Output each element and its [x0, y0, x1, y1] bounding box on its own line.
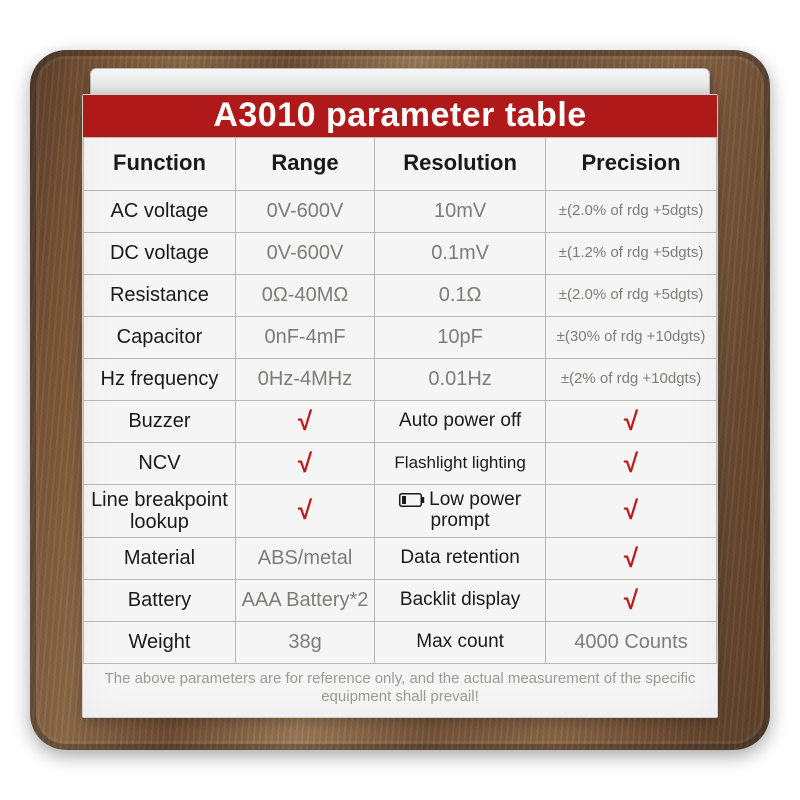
cell-feature-left-value: √	[235, 400, 374, 442]
cell-feature-left: Line breakpoint lookup	[84, 484, 236, 537]
cell-feature-right-value: 4000 Counts	[546, 621, 717, 663]
check-icon: √	[624, 495, 638, 525]
cell-precision: ±(2% of rdg +10dgts)	[546, 358, 717, 400]
cell-precision: ±(2.0% of rdg +5dgts)	[546, 274, 717, 316]
cell-feature-left-value: AAA Battery*2	[235, 579, 374, 621]
cell-feature-left-value: ABS/metal	[235, 537, 374, 579]
cell-range: 0V-600V	[235, 190, 374, 232]
cell-range: 0V-600V	[235, 232, 374, 274]
feature-row: MaterialABS/metal Data retention √	[84, 537, 717, 579]
col-resolution: Resolution	[375, 137, 546, 190]
cell-feature-left-value: √	[235, 484, 374, 537]
cell-resolution: 0.01Hz	[375, 358, 546, 400]
feature-row: BatteryAAA Battery*2 Backlit display √	[84, 579, 717, 621]
cell-feature-right-value: √	[546, 400, 717, 442]
spec-row: Hz frequency0Hz-4MHz0.01Hz±(2% of rdg +1…	[84, 358, 717, 400]
spec-row: Resistance0Ω-40MΩ0.1Ω±(2.0% of rdg +5dgt…	[84, 274, 717, 316]
check-icon: √	[624, 448, 638, 478]
check-icon: √	[298, 448, 312, 478]
cell-precision: ±(1.2% of rdg +5dgts)	[546, 232, 717, 274]
cell-feature-right: Flashlight lighting	[375, 442, 546, 484]
spec-row: AC voltage0V-600V10mV±(2.0% of rdg +5dgt…	[84, 190, 717, 232]
cell-feature-right: Data retention	[375, 537, 546, 579]
cell-feature-right: Max count	[375, 621, 546, 663]
cell-function: Capacitor	[84, 316, 236, 358]
cell-feature-right: Auto power off	[375, 400, 546, 442]
cell-feature-left-value: 38g	[235, 621, 374, 663]
battery-icon	[399, 493, 425, 507]
feature-row: Buzzer √ Auto power off √	[84, 400, 717, 442]
cell-range: 0nF-4mF	[235, 316, 374, 358]
stage: A3010 parameter table Function Range Res…	[0, 0, 800, 800]
feature-row: Weight38g Max count 4000 Counts	[84, 621, 717, 663]
col-function: Function	[84, 137, 236, 190]
spec-row: DC voltage0V-600V0.1mV±(1.2% of rdg +5dg…	[84, 232, 717, 274]
spec-row: Capacitor0nF-4mF10pF±(30% of rdg +10dgts…	[84, 316, 717, 358]
cell-function: AC voltage	[84, 190, 236, 232]
cell-precision: ±(30% of rdg +10dgts)	[546, 316, 717, 358]
feature-right-label: Auto power off	[399, 410, 521, 431]
feature-right-label: Flashlight lighting	[394, 453, 525, 472]
cell-feature-right-value: √	[546, 579, 717, 621]
header-row: Function Range Resolution Precision	[84, 137, 717, 190]
parameter-table: Function Range Resolution Precision AC v…	[83, 137, 717, 664]
feature-row: Line breakpoint lookup √ Low power prompt √	[84, 484, 717, 537]
cell-feature-left: NCV	[84, 442, 236, 484]
check-icon: √	[624, 543, 638, 573]
feature-right-label: Data retention	[400, 547, 519, 568]
check-icon: √	[624, 406, 638, 436]
cell-function: DC voltage	[84, 232, 236, 274]
cell-resolution: 0.1Ω	[375, 274, 546, 316]
table-title: A3010 parameter table	[83, 95, 717, 137]
footer-note: The above parameters are for reference o…	[83, 664, 717, 718]
cell-feature-right-value: √	[546, 484, 717, 537]
cell-resolution: 0.1mV	[375, 232, 546, 274]
paper-sheet: A3010 parameter table Function Range Res…	[82, 94, 718, 718]
cell-range: 0Ω-40MΩ	[235, 274, 374, 316]
cell-feature-left: Material	[84, 537, 236, 579]
cell-feature-right-value: √	[546, 442, 717, 484]
col-range: Range	[235, 137, 374, 190]
clipboard-frame: A3010 parameter table Function Range Res…	[30, 50, 770, 750]
check-icon: √	[298, 406, 312, 436]
cell-feature-right: Backlit display	[375, 579, 546, 621]
cell-feature-left: Weight	[84, 621, 236, 663]
check-icon: √	[624, 585, 638, 615]
cell-feature-left: Battery	[84, 579, 236, 621]
cell-resolution: 10mV	[375, 190, 546, 232]
feature-right-label: Backlit display	[400, 589, 520, 610]
feature-right-label: Max count	[416, 631, 504, 652]
feature-row: NCV √ Flashlight lighting √	[84, 442, 717, 484]
cell-range: 0Hz-4MHz	[235, 358, 374, 400]
cell-function: Resistance	[84, 274, 236, 316]
cell-feature-left: Buzzer	[84, 400, 236, 442]
feature-right-label: Low power prompt	[429, 489, 521, 531]
col-precision: Precision	[546, 137, 717, 190]
cell-feature-right: Low power prompt	[375, 484, 546, 537]
check-icon: √	[298, 495, 312, 525]
cell-feature-right-value: √	[546, 537, 717, 579]
cell-function: Hz frequency	[84, 358, 236, 400]
cell-precision: ±(2.0% of rdg +5dgts)	[546, 190, 717, 232]
cell-feature-left-value: √	[235, 442, 374, 484]
cell-resolution: 10pF	[375, 316, 546, 358]
